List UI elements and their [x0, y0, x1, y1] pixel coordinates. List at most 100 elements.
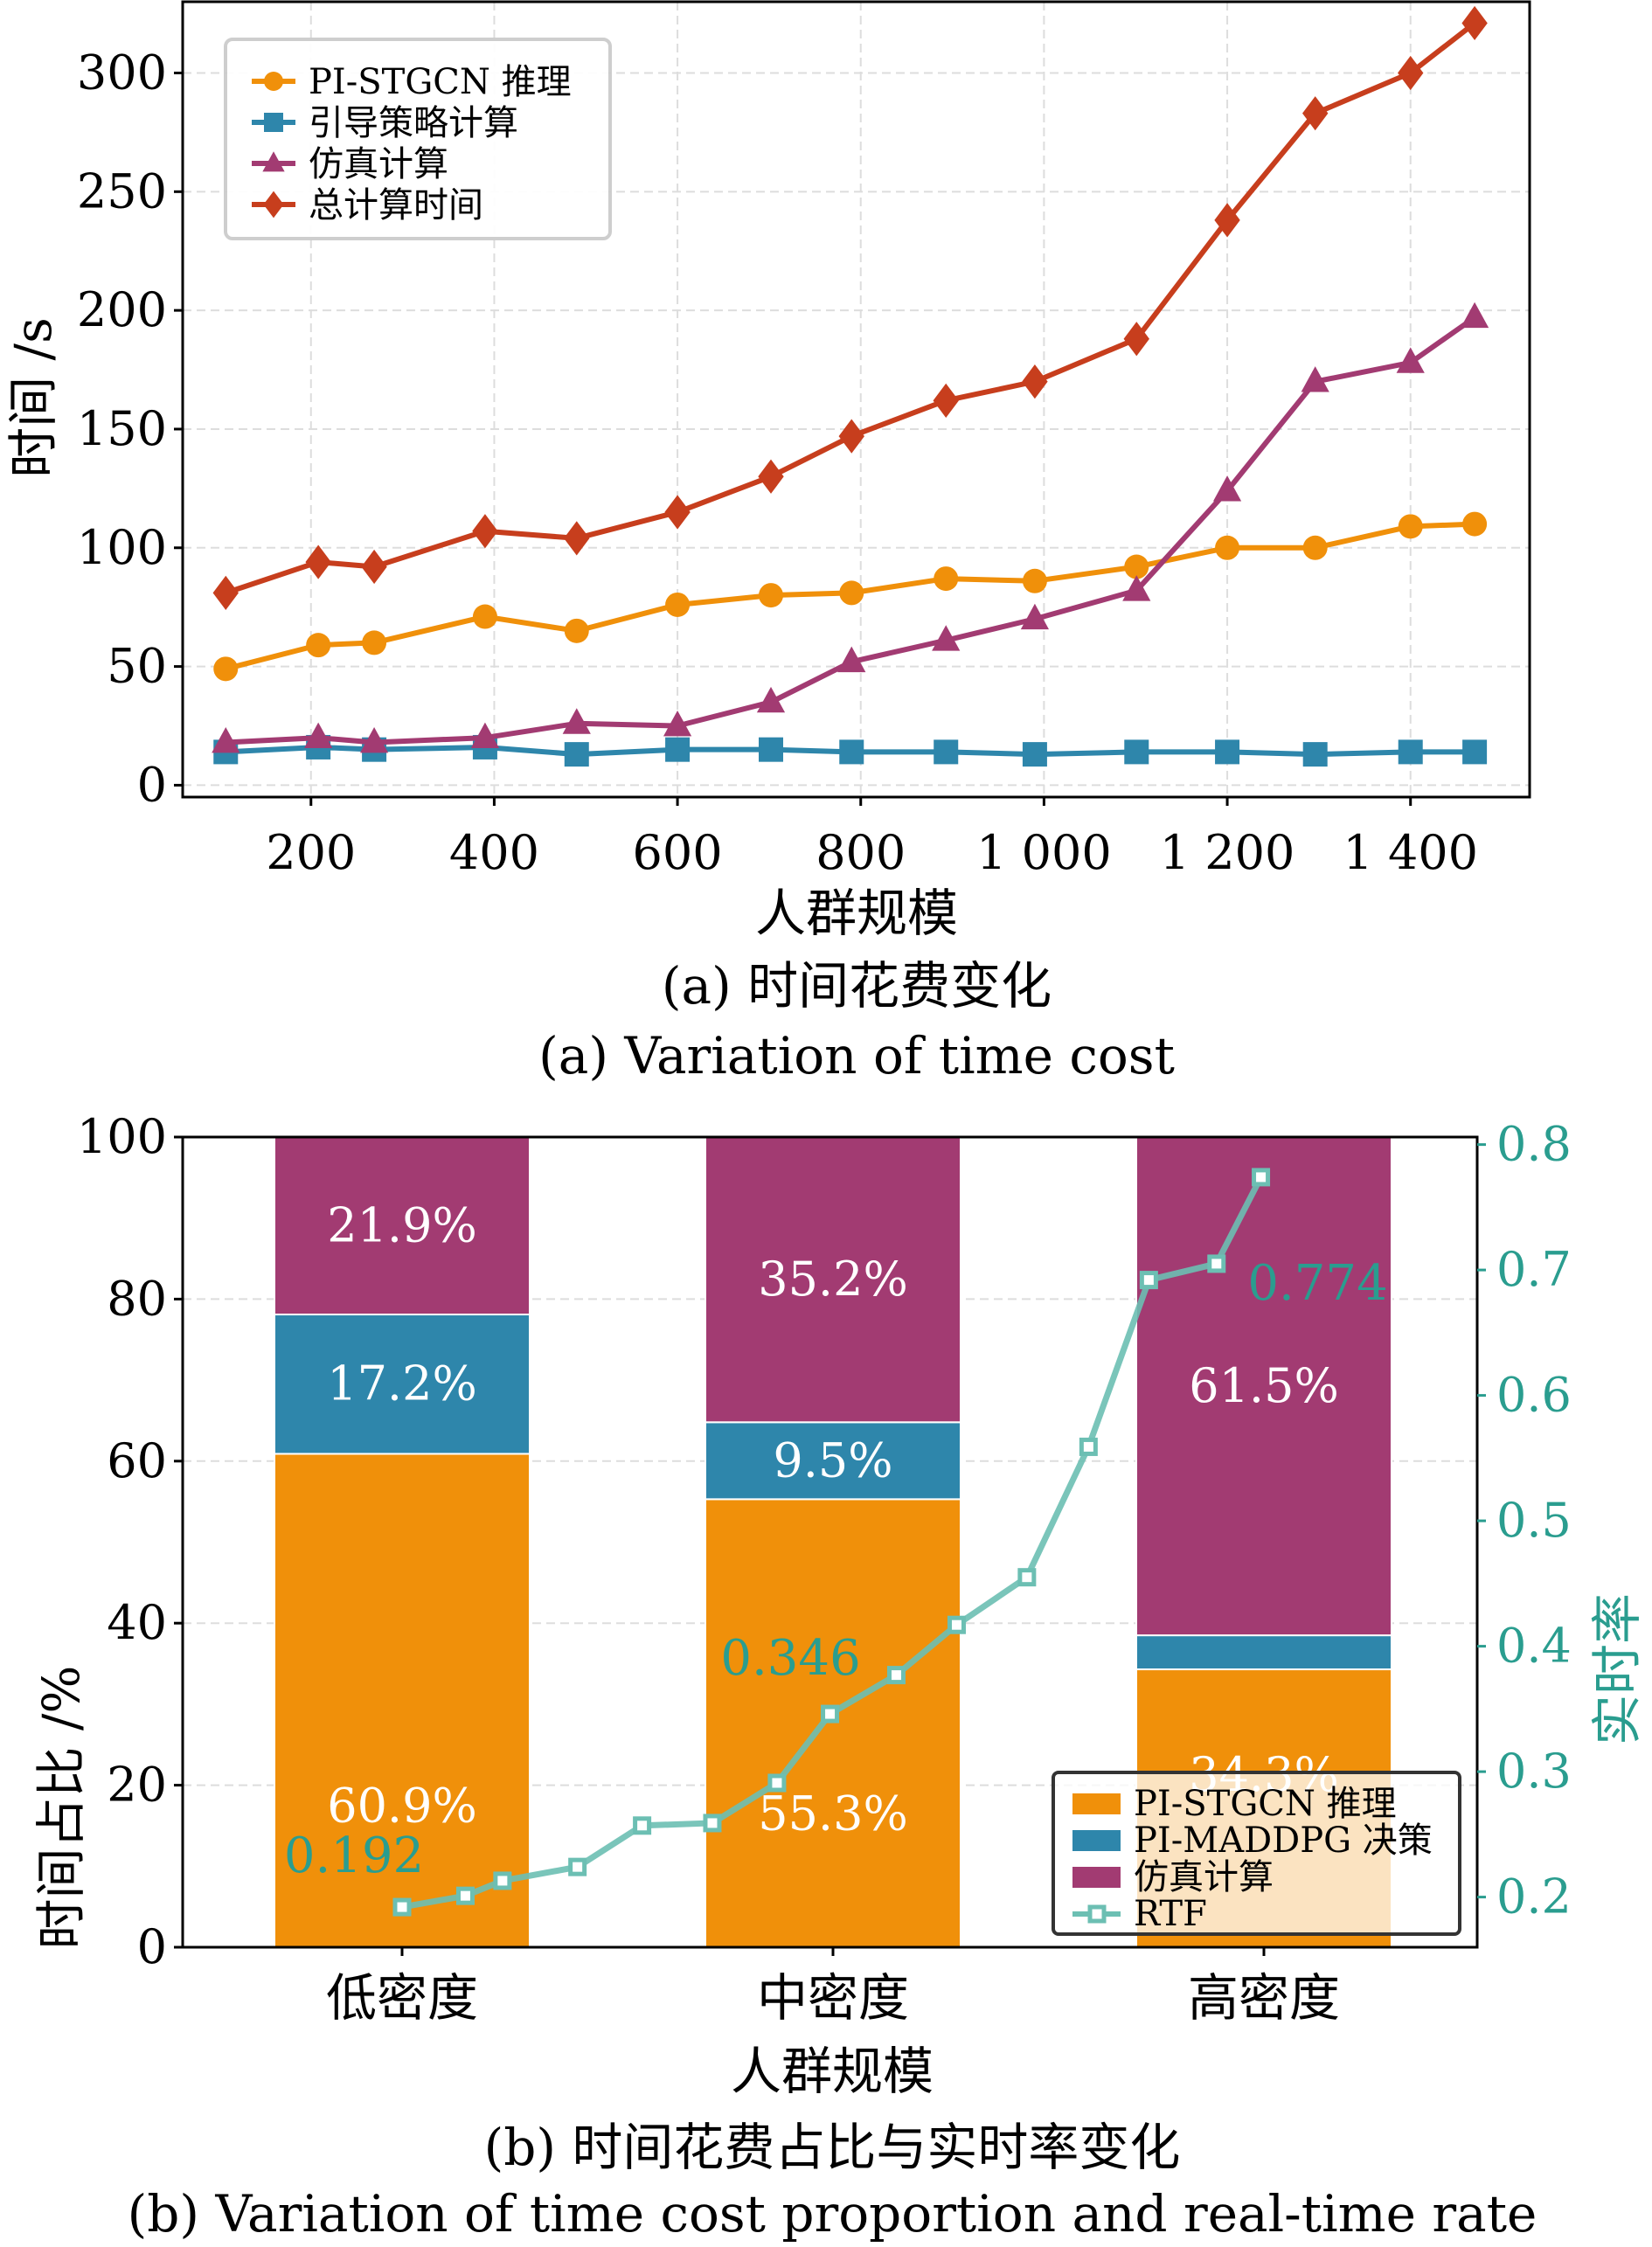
- rtf-point-box: [1252, 1168, 1271, 1187]
- data-point: [1124, 554, 1149, 579]
- bar-segment: [705, 1136, 961, 1424]
- rtf-point: [1139, 1271, 1158, 1290]
- legend-label: 仿真计算: [309, 144, 448, 184]
- data-point: [361, 549, 387, 585]
- ytick-label: 50: [107, 639, 167, 694]
- bar-label: 35.2%: [758, 1252, 908, 1307]
- data-point: [1396, 347, 1425, 373]
- legend-swatch: [1072, 1793, 1121, 1814]
- xtick-label: 中密度: [757, 1968, 909, 2028]
- data-point: [1302, 742, 1328, 767]
- data-point: [362, 630, 387, 655]
- data-point: [1123, 322, 1149, 357]
- data-point: [304, 722, 333, 748]
- data-point: [1212, 475, 1242, 502]
- legend-marker: [264, 113, 283, 132]
- legend-marker: [262, 151, 285, 172]
- bar-segment: [274, 1453, 531, 1949]
- bar-segment: [274, 1314, 531, 1455]
- data-point: [1461, 302, 1489, 329]
- ytick-right-label: 0.6: [1496, 1368, 1572, 1423]
- data-point: [212, 575, 239, 610]
- data-point: [306, 633, 331, 658]
- data-point: [759, 583, 784, 608]
- rtf-point-box: [821, 1704, 840, 1723]
- rtf-point: [947, 1615, 966, 1634]
- data-point: [665, 592, 691, 617]
- y-axis-label: 时间占比 /%: [31, 1665, 91, 1949]
- bar-segment: [1135, 1136, 1392, 1637]
- data-point: [1301, 96, 1329, 131]
- xtick-label: 1 400: [1343, 825, 1478, 880]
- data-point: [1461, 5, 1488, 41]
- rtf-point: [1079, 1437, 1098, 1456]
- rtf-point-box: [1207, 1254, 1226, 1273]
- data-point: [1022, 568, 1047, 593]
- rtf-point-box: [392, 1897, 412, 1917]
- chart-subtitle: (a) Variation of time cost: [538, 1026, 1175, 1085]
- ytick-right-label: 0.4: [1496, 1619, 1572, 1674]
- ytick-right-label: 0.3: [1496, 1744, 1572, 1799]
- data-point: [1022, 364, 1048, 399]
- rtf-point: [821, 1704, 840, 1723]
- data-point: [759, 737, 784, 762]
- rtf-point: [886, 1666, 906, 1685]
- rtf-point-box: [493, 1871, 512, 1890]
- x-axis-label: 人群规模: [731, 2042, 934, 2101]
- data-point: [839, 739, 864, 765]
- data-point: [562, 708, 591, 734]
- xtick-label: 600: [633, 825, 723, 880]
- data-point: [564, 742, 589, 767]
- ytick-label: 150: [77, 401, 167, 456]
- ytick-label: 80: [107, 1271, 167, 1326]
- ytick-label: 60: [107, 1433, 167, 1488]
- bar-label: 61.5%: [1189, 1358, 1339, 1413]
- chart-time-proportion: 60.9%17.2%21.9%55.3%9.5%35.2%34.3%61.5% …: [31, 1109, 1647, 2244]
- legend-label: RTF: [1134, 1894, 1207, 1934]
- data-point: [564, 521, 590, 556]
- legend-label: 仿真计算: [1134, 1857, 1274, 1897]
- rtf-point: [1017, 1568, 1037, 1587]
- chart-title: (b) 时间花费占比与实时率变化: [484, 2118, 1181, 2177]
- xtick-label: 800: [816, 825, 906, 880]
- rtf-point: [493, 1871, 512, 1890]
- data-point: [1462, 739, 1488, 765]
- xtick-label: 高密度: [1188, 1968, 1340, 2028]
- data-point: [1022, 742, 1047, 767]
- data-point: [665, 737, 691, 762]
- legend-marker: [1087, 1904, 1107, 1924]
- ytick-label: 20: [107, 1758, 167, 1813]
- ytick-right-label: 0.2: [1496, 1869, 1572, 1925]
- ytick-label: 100: [77, 1109, 167, 1164]
- legend-marker: [264, 72, 283, 91]
- legend-label: PI-MADDPG 决策: [1134, 1820, 1433, 1861]
- rtf-point: [1252, 1168, 1271, 1187]
- bar-label: 60.9%: [327, 1778, 477, 1833]
- data-point: [934, 566, 959, 592]
- rtf-point-box: [1017, 1568, 1037, 1587]
- ytick-label: 200: [77, 282, 167, 337]
- ytick-right-label: 0.8: [1496, 1117, 1572, 1172]
- data-point: [1398, 739, 1423, 765]
- data-point: [837, 646, 866, 673]
- rtf-annotation: 0.774: [1247, 1255, 1387, 1312]
- data-point: [838, 419, 864, 454]
- ytick-label: 300: [77, 45, 167, 100]
- data-point: [1398, 55, 1424, 91]
- plot-frame: [181, 0, 1531, 799]
- data-point: [1214, 203, 1240, 238]
- xtick-label: 400: [449, 825, 539, 880]
- legend-label: PI-STGCN 推理: [309, 62, 572, 102]
- data-point: [359, 727, 389, 753]
- chart-subtitle: (b) Variation of time cost proportion an…: [128, 2184, 1537, 2244]
- data-point: [1215, 535, 1240, 560]
- legend-box: [1052, 1771, 1461, 1936]
- rtf-point-box: [633, 1816, 652, 1835]
- ytick-label: 0: [137, 757, 167, 812]
- rtf-point: [455, 1886, 475, 1905]
- data-point: [1302, 535, 1328, 560]
- data-point: [1020, 603, 1050, 630]
- rtf-point-box: [886, 1666, 906, 1685]
- ytick-label: 0: [137, 1919, 167, 1974]
- xtick-label: 1 000: [976, 825, 1112, 880]
